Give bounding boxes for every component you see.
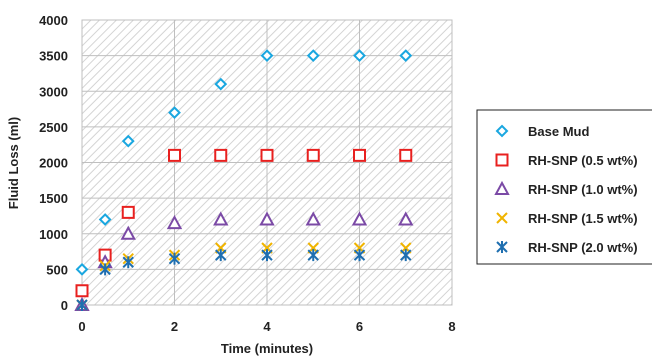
data-point [168,148,181,162]
data-point [76,299,88,311]
data-point [120,225,136,240]
y-tick-label: 2500 [39,120,68,135]
data-point [99,263,111,276]
legend-box [476,109,652,265]
legend-marker [495,124,509,138]
data-point [353,249,366,262]
y-tick-label: 1000 [39,227,68,242]
legend-label: RH-SNP (1.0 wt%) [528,182,638,197]
data-point [259,211,275,226]
data-point [121,134,135,148]
data-point [98,213,112,226]
y-axis-title: Fluid Loss (ml) [6,117,21,209]
data-point [260,49,274,63]
data-point [353,49,366,63]
x-tick-label: 8 [448,319,455,334]
y-tick-label: 2000 [39,156,68,171]
plot-border [81,19,453,306]
legend-label: Base Mud [528,124,589,139]
legend-label: RH-SNP (2.0 wt%) [528,240,638,255]
data-point [351,211,368,226]
x-axis-ticks: 0 2 4 6 8 [78,319,455,334]
x-tick-label: 0 [78,319,85,334]
data-point [399,49,413,63]
data-point [75,262,89,276]
data-point [400,249,412,262]
data-point [353,148,366,162]
data-point [215,249,227,262]
data-point [261,249,273,262]
data-point [260,148,274,162]
y-tick-label: 500 [46,262,68,277]
legend-marker [495,153,509,167]
x-tick-label: 6 [356,319,363,334]
data-points [74,49,414,311]
x-tick-label: 2 [171,319,178,334]
data-point [213,211,229,226]
x-axis-title: Time (minutes) [221,341,313,356]
data-point [214,77,228,91]
data-point [121,205,135,219]
y-tick-label: 4000 [39,13,68,28]
data-point [399,148,413,162]
y-tick-label: 1500 [39,191,68,206]
legend-marker [494,180,510,195]
y-tick-label: 3500 [39,49,68,64]
y-tick-label: 3000 [39,84,68,99]
data-point [307,249,319,262]
legend-label: RH-SNP (0.5 wt%) [528,153,638,168]
data-point [306,49,320,63]
y-axis-ticks: 0 500 1000 1500 2000 2500 3000 3500 4000 [39,13,68,313]
data-point [166,214,183,230]
legend-label: RH-SNP (1.5 wt%) [528,211,638,226]
legend-marker [496,212,508,224]
y-tick-label: 0 [61,298,68,313]
data-point [168,106,181,120]
data-point [168,252,181,265]
legend: Base Mud RH-SNP (0.5 wt%) RH-SNP (1.0 wt%)… [494,124,638,255]
data-point [305,211,321,226]
x-tick-label: 4 [263,319,271,334]
legend-marker [496,241,508,253]
data-point [398,211,414,226]
data-point [75,284,89,298]
data-point [214,148,228,162]
data-point [306,148,320,162]
data-point [122,256,134,269]
